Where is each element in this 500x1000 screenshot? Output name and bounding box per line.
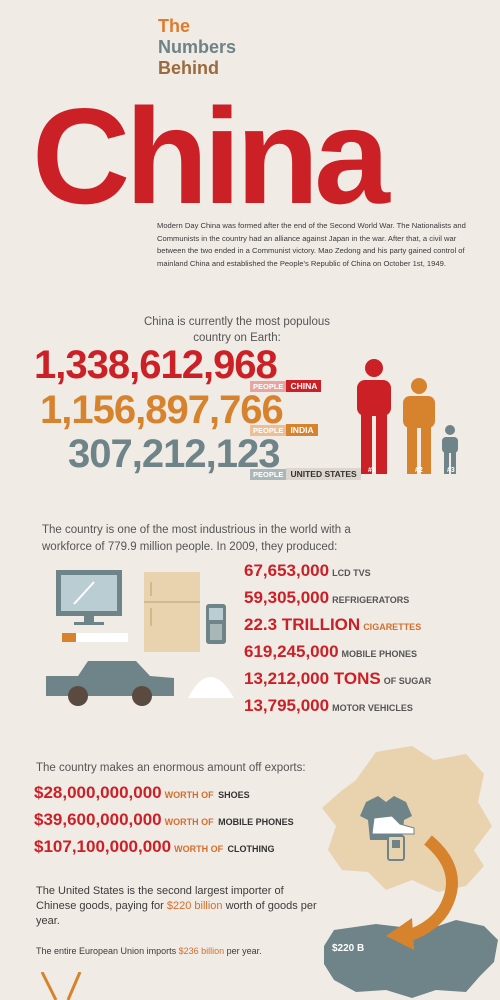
- eu-imports-text: The entire European Union imports $236 b…: [36, 946, 262, 956]
- production-unit: MOTOR VEHICLES: [332, 703, 413, 713]
- population-number: 307,212,123: [68, 432, 280, 476]
- export-value: $107,100,000,000: [34, 837, 172, 856]
- people-tag: PEOPLE: [250, 425, 287, 436]
- people-figures: [357, 359, 458, 474]
- population-row-china: 1,338,612,968: [34, 343, 278, 387]
- worth-of-label: WORTH OF: [174, 844, 224, 854]
- title-the: The: [158, 16, 191, 36]
- production-unit: CIGARETTES: [363, 622, 422, 632]
- rank-label: #2: [415, 467, 423, 474]
- eu-imports-highlight: $236 billion: [178, 946, 225, 956]
- population-number: 1,338,612,968: [34, 343, 278, 387]
- eu-imports-text-part: per year.: [224, 946, 262, 956]
- refrigerator-icon: [144, 572, 200, 652]
- us-imports-text-part: worth of goods per year.: [36, 900, 317, 927]
- population-label-china: PEOPLE CHINA: [250, 376, 322, 394]
- person-icon: [442, 425, 458, 474]
- us-imports-text-part: The United States is the second largest …: [36, 885, 284, 912]
- production-row: 67,653,000 LCD TVS: [244, 561, 371, 581]
- us-map-label: $220 B: [332, 943, 365, 954]
- rank-label: #1: [368, 467, 376, 474]
- us-imports-highlight: $220 billion: [166, 900, 223, 912]
- cigarette-icon: [62, 633, 128, 642]
- us-imports-text: The United States is the second largest …: [36, 884, 326, 929]
- production-number: 59,305,000: [244, 588, 330, 607]
- production-number: 13,795,000: [244, 696, 330, 715]
- title-numbers: Numbers: [158, 37, 237, 57]
- production-row: 22.3 TRILLION CIGARETTES: [244, 615, 421, 635]
- worth-of-label: WORTH OF: [164, 817, 214, 827]
- china-map-icon: [322, 746, 492, 892]
- car-icon: [46, 661, 174, 706]
- production-number: 22.3 TRILLION: [244, 615, 361, 634]
- country-label: UNITED STATES: [286, 468, 361, 480]
- production-row: 619,245,000 MOBILE PHONES: [244, 642, 417, 662]
- export-item: CLOTHING: [227, 844, 275, 854]
- population-row-us: 307,212,123: [68, 432, 280, 476]
- export-value: $39,600,000,000: [34, 810, 162, 829]
- usa-map-icon: [324, 920, 498, 998]
- shoe-icon: [371, 815, 415, 835]
- export-value: $28,000,000,000: [34, 783, 162, 802]
- worth-of-label: WORTH OF: [164, 790, 214, 800]
- person-icon: [357, 359, 391, 474]
- exports-map: [322, 746, 498, 998]
- export-item: MOBILE PHONES: [218, 817, 294, 827]
- mobile-phone-icon: [206, 604, 226, 644]
- rank-label: #3: [447, 467, 455, 474]
- chopsticks-icon: [40, 972, 82, 1000]
- exports-lead: The country makes an enormous amount off…: [36, 762, 306, 774]
- person-icon: [403, 378, 435, 474]
- production-unit: MOBILE PHONES: [341, 649, 418, 659]
- production-row: 13,212,000 TONS OF SUGAR: [244, 669, 431, 689]
- production-unit: LCD TVS: [332, 568, 371, 578]
- production-illustration: [46, 570, 234, 706]
- population-lead: China is currently the most populous cou…: [143, 316, 330, 344]
- production-number: 619,245,000: [244, 642, 339, 661]
- title-behind: Behind: [158, 58, 219, 78]
- population-label-india: PEOPLE INDIA: [250, 420, 318, 438]
- sugar-icon: [188, 677, 234, 698]
- tv-icon: [56, 570, 122, 625]
- production-number: 67,653,000: [244, 561, 330, 580]
- page-title: China: [32, 80, 390, 232]
- production-row: 59,305,000 REFRIGERATORS: [244, 588, 409, 608]
- production-lead: The country is one of the most industrio…: [42, 524, 351, 553]
- country-label: CHINA: [286, 380, 322, 392]
- production-row: 13,795,000 MOTOR VEHICLES: [244, 696, 413, 716]
- export-row: $107,100,000,000 WORTH OF CLOTHING: [34, 837, 275, 857]
- people-tag: PEOPLE: [250, 469, 287, 480]
- people-tag: PEOPLE: [250, 381, 287, 392]
- population-row-india: 1,156,897,766: [40, 388, 284, 432]
- intro-paragraph: Modern Day China was formed after the en…: [157, 221, 466, 268]
- arrow-icon: [405, 835, 458, 942]
- export-row: $28,000,000,000 WORTH OF SHOES: [34, 783, 250, 803]
- arrow-icon: [386, 918, 414, 950]
- export-row: $39,600,000,000 WORTH OF MOBILE PHONES: [34, 810, 294, 830]
- export-item: SHOES: [218, 790, 250, 800]
- production-unit: REFRIGERATORS: [332, 595, 410, 605]
- population-number: 1,156,897,766: [40, 388, 284, 432]
- production-number: 13,212,000 TONS: [244, 669, 381, 688]
- production-unit: OF SUGAR: [383, 676, 432, 686]
- eu-imports-text-part: The entire European Union imports: [36, 946, 179, 956]
- population-label-us: PEOPLE UNITED STATES: [250, 464, 361, 482]
- country-label: INDIA: [286, 424, 318, 436]
- mobile-phone-icon: [387, 835, 405, 861]
